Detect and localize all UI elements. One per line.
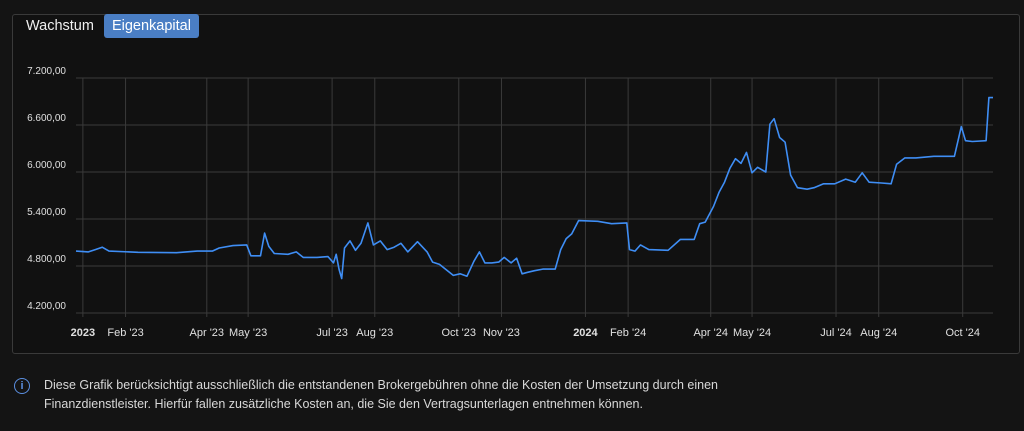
y-tick-label: 4.800,00 [27,254,66,265]
x-tick-label: Jul '23 [316,327,347,339]
x-tick-label: Oct '24 [945,327,980,339]
x-tick-label: May '24 [733,327,771,339]
chart-tabs: Wachstum Eigenkapital [20,14,199,38]
chart-panel [12,14,1020,354]
info-note: i Diese Grafik berücksichtigt ausschließ… [14,376,744,414]
y-tick-label: 6.000,00 [27,160,66,171]
y-tick-label: 6.600,00 [27,113,66,124]
x-tick-label: Apr '23 [190,327,225,339]
x-tick-label: 2024 [573,327,598,339]
x-tick-label: Feb '23 [107,327,143,339]
tab-eigenkapital[interactable]: Eigenkapital [103,14,199,38]
x-tick-label: Aug '23 [356,327,393,339]
x-tick-label: Jul '24 [820,327,851,339]
y-tick-label: 7.200,00 [27,66,66,77]
series-line [75,96,993,280]
y-tick-label: 4.200,00 [27,301,66,312]
x-tick-label: Oct '23 [442,327,477,339]
y-tick-label: 5.400,00 [27,207,66,218]
info-circle-icon: i [14,378,30,394]
info-text: Diese Grafik berücksichtigt ausschließli… [44,378,718,411]
x-tick-label: 2023 [71,327,95,339]
tab-wachstum[interactable]: Wachstum [26,18,94,34]
x-tick-label: Nov '23 [483,327,520,339]
x-tick-label: Feb '24 [610,327,646,339]
x-tick-label: Aug '24 [860,327,897,339]
x-tick-label: May '23 [229,327,267,339]
x-tick-label: Apr '24 [693,327,728,339]
equity-line-chart: 4.200,00 4.800,00 5.400,00 6.000,00 6.600,00… [27,66,993,339]
